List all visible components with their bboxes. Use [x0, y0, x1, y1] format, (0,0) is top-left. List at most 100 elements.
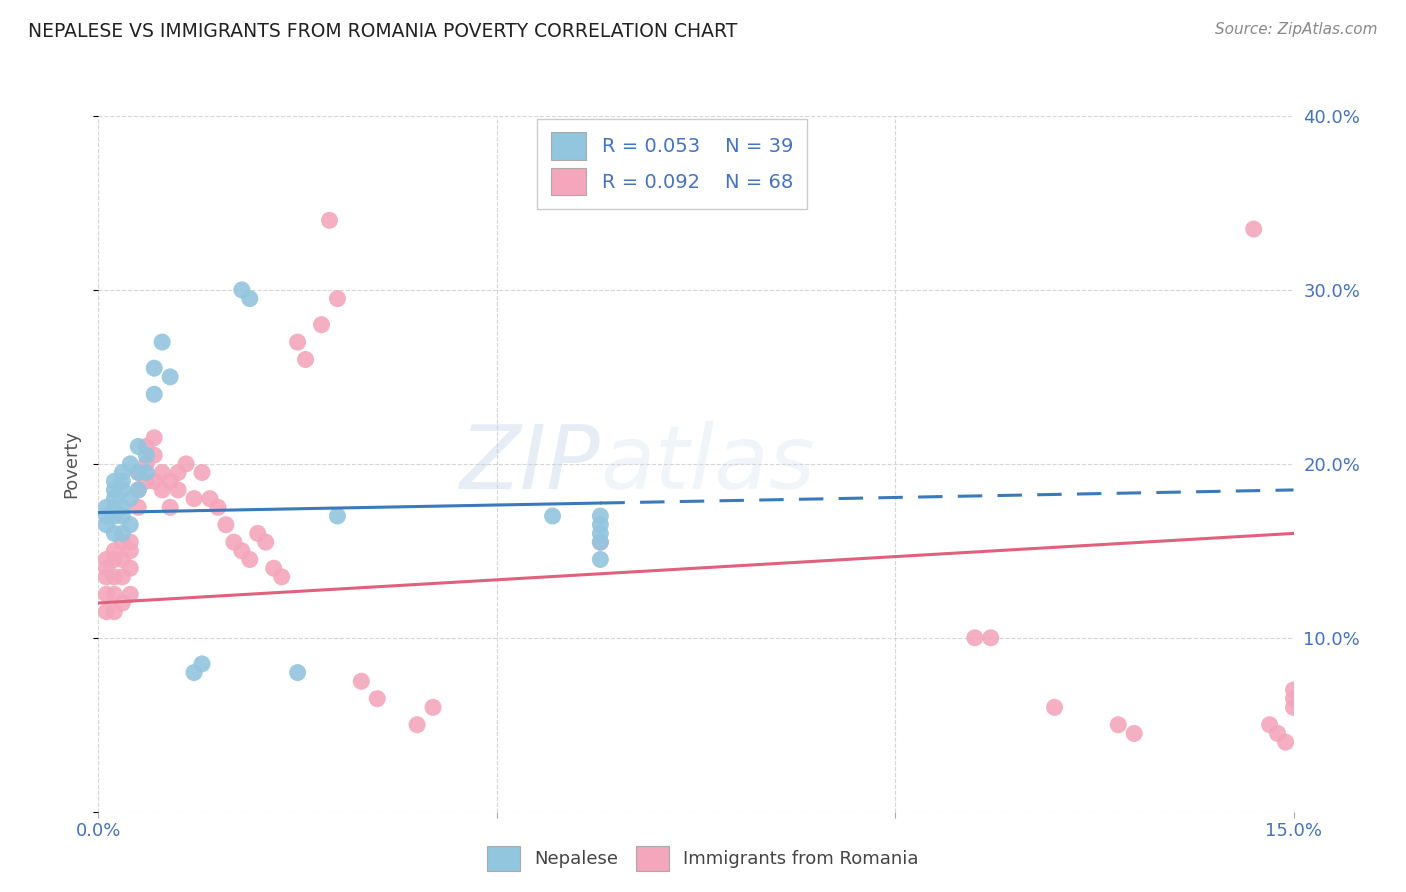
Point [1243, 222, 1265, 236]
Point [1043, 700, 1066, 714]
Point [263, 561, 285, 575]
Point [589, 535, 612, 549]
Point [1282, 683, 1305, 698]
Legend: R = 0.053    N = 39, R = 0.092    N = 68: R = 0.053 N = 39, R = 0.092 N = 68 [537, 119, 807, 209]
Point [231, 543, 253, 558]
Point [167, 483, 190, 497]
Point [135, 474, 157, 488]
Point [143, 474, 166, 488]
Point [111, 526, 134, 541]
Point [135, 457, 157, 471]
Point [111, 508, 134, 523]
Point [980, 631, 1002, 645]
Point [103, 543, 125, 558]
Point [135, 466, 157, 480]
Text: atlas: atlas [600, 421, 815, 507]
Point [589, 552, 612, 566]
Point [1258, 717, 1281, 731]
Point [120, 535, 142, 549]
Text: ZIP: ZIP [460, 421, 600, 507]
Point [103, 500, 125, 515]
Text: Source: ZipAtlas.com: Source: ZipAtlas.com [1215, 22, 1378, 37]
Point [96, 517, 118, 532]
Point [239, 552, 262, 566]
Point [239, 292, 262, 306]
Point [406, 717, 429, 731]
Point [366, 691, 388, 706]
Point [150, 334, 173, 349]
Point [183, 491, 205, 506]
Point [111, 535, 134, 549]
Point [103, 552, 125, 566]
Point [127, 440, 149, 454]
Point [326, 508, 349, 523]
Point [103, 508, 125, 523]
Point [96, 587, 118, 601]
Point [96, 552, 118, 566]
Point [127, 466, 149, 480]
Y-axis label: Poverty: Poverty [62, 430, 80, 498]
Point [254, 535, 277, 549]
Point [191, 657, 214, 671]
Point [143, 361, 166, 376]
Point [963, 631, 986, 645]
Point [120, 587, 142, 601]
Point [167, 466, 190, 480]
Point [96, 605, 118, 619]
Point [350, 674, 373, 689]
Point [287, 665, 309, 680]
Point [1123, 726, 1146, 740]
Point [294, 352, 316, 367]
Point [159, 474, 181, 488]
Point [103, 605, 125, 619]
Point [541, 508, 564, 523]
Text: NEPALESE VS IMMIGRANTS FROM ROMANIA POVERTY CORRELATION CHART: NEPALESE VS IMMIGRANTS FROM ROMANIA POVE… [28, 22, 738, 41]
Point [589, 526, 612, 541]
Point [103, 587, 125, 601]
Point [270, 570, 292, 584]
Point [111, 466, 134, 480]
Point [135, 440, 157, 454]
Point [207, 500, 229, 515]
Point [1282, 700, 1305, 714]
Point [127, 483, 149, 497]
Point [143, 448, 166, 462]
Point [150, 466, 173, 480]
Point [287, 334, 309, 349]
Point [127, 466, 149, 480]
Point [103, 483, 125, 497]
Point [111, 570, 134, 584]
Point [120, 561, 142, 575]
Point [1274, 735, 1296, 749]
Point [127, 483, 149, 497]
Point [103, 570, 125, 584]
Legend: Nepalese, Immigrants from Romania: Nepalese, Immigrants from Romania [479, 838, 927, 879]
Point [96, 500, 118, 515]
Point [589, 517, 612, 532]
Point [174, 457, 197, 471]
Point [191, 466, 214, 480]
Point [111, 500, 134, 515]
Point [96, 570, 118, 584]
Point [103, 474, 125, 488]
Point [143, 431, 166, 445]
Point [159, 500, 181, 515]
Point [120, 491, 142, 506]
Point [111, 596, 134, 610]
Point [311, 318, 333, 332]
Point [143, 387, 166, 401]
Point [120, 543, 142, 558]
Point [111, 552, 134, 566]
Point [103, 526, 125, 541]
Point [120, 457, 142, 471]
Point [589, 535, 612, 549]
Point [1282, 691, 1305, 706]
Point [96, 508, 118, 523]
Point [246, 526, 269, 541]
Point [96, 561, 118, 575]
Point [422, 700, 444, 714]
Point [222, 535, 245, 549]
Point [326, 292, 349, 306]
Point [159, 369, 181, 384]
Point [318, 213, 340, 227]
